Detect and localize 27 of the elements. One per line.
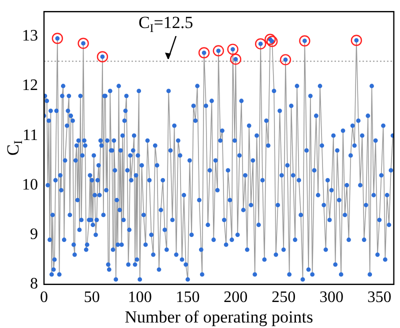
point bbox=[350, 34, 362, 46]
y-tick-label: 12 bbox=[22, 77, 38, 94]
point bbox=[212, 45, 224, 56]
y-tick-label: 8 bbox=[30, 276, 38, 293]
y-tick-label: 10 bbox=[22, 176, 38, 194]
x-tick-label: 0 bbox=[40, 289, 48, 306]
point bbox=[280, 54, 292, 66]
x-tick-label: 150 bbox=[176, 289, 200, 306]
y-tick-label: 13 bbox=[22, 28, 38, 45]
x-tick-label: 300 bbox=[320, 289, 344, 306]
x-tick-label: 250 bbox=[272, 289, 296, 306]
point bbox=[198, 47, 210, 58]
y-axis-title: CI bbox=[3, 140, 26, 156]
y-tick-label: 11 bbox=[22, 126, 38, 144]
point bbox=[78, 38, 89, 49]
x-tick-label: 200 bbox=[224, 289, 248, 306]
point bbox=[96, 51, 108, 62]
point bbox=[254, 38, 266, 50]
point bbox=[227, 44, 238, 55]
point bbox=[299, 35, 310, 46]
y-tick-label: 9 bbox=[30, 226, 38, 244]
point bbox=[52, 32, 64, 44]
x-tick-label: 50 bbox=[84, 289, 100, 306]
x-axis-title: Number of operating points bbox=[124, 307, 314, 326]
x-tick-label: 350 bbox=[367, 289, 392, 306]
x-tick-label: 100 bbox=[128, 289, 152, 306]
point bbox=[230, 54, 242, 65]
